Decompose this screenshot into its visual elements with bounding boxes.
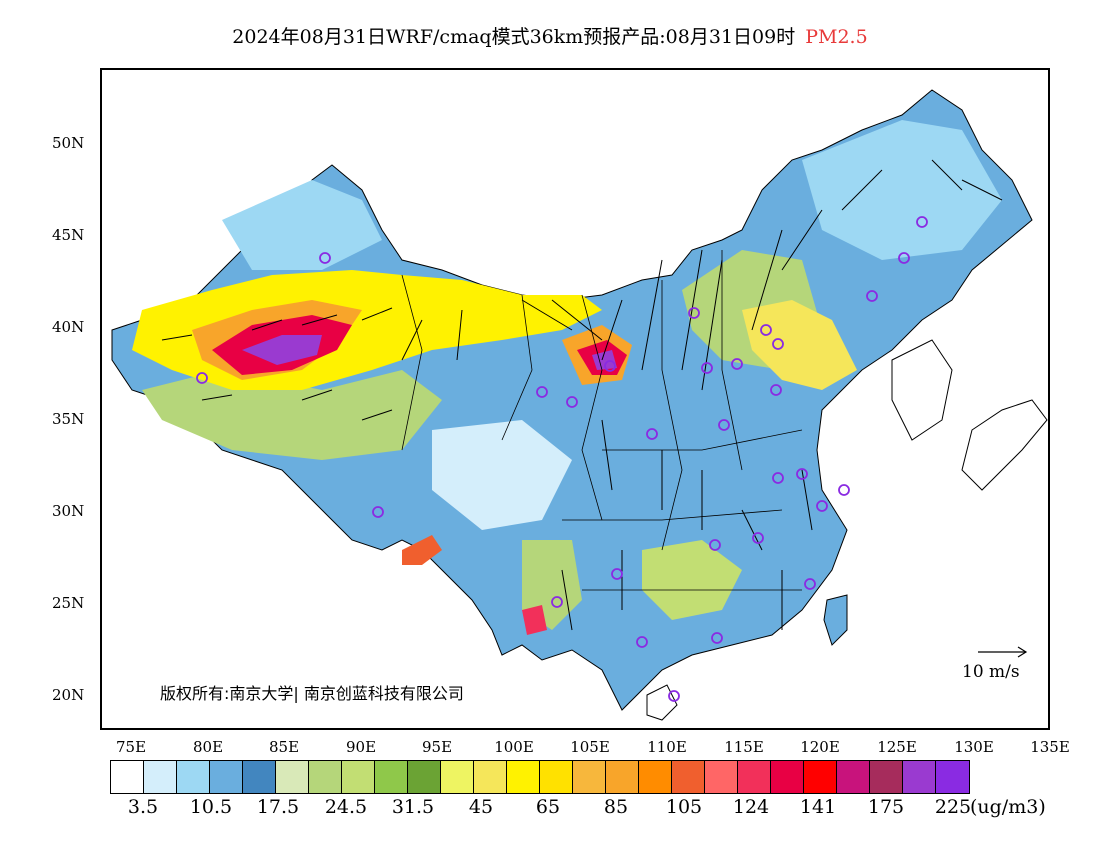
lat-label: 35N bbox=[52, 410, 85, 428]
legend-swatch bbox=[111, 761, 144, 793]
wind-reference-label: 10 m/s bbox=[962, 662, 1020, 682]
lon-label: 80E bbox=[192, 738, 224, 756]
lat-label: 20N bbox=[52, 686, 85, 704]
legend-label: 225 bbox=[934, 796, 972, 818]
legend-swatch bbox=[936, 761, 969, 793]
legend-swatch bbox=[837, 761, 870, 793]
legend-swatch bbox=[177, 761, 210, 793]
lon-label: 95E bbox=[421, 738, 453, 756]
legend-label: 3.5 bbox=[127, 796, 159, 818]
legend-swatch bbox=[573, 761, 606, 793]
legend-label: 175 bbox=[867, 796, 905, 818]
lat-label: 25N bbox=[52, 594, 85, 612]
arrow-right-icon bbox=[978, 646, 1028, 658]
legend-label: 10.5 bbox=[189, 796, 233, 818]
legend-swatch bbox=[705, 761, 738, 793]
legend-swatch bbox=[639, 761, 672, 793]
legend-swatch bbox=[606, 761, 639, 793]
lon-label: 125E bbox=[877, 738, 917, 756]
legend-swatch bbox=[804, 761, 837, 793]
legend-swatch bbox=[507, 761, 540, 793]
legend-label: 65 bbox=[535, 796, 561, 818]
lon-label: 120E bbox=[800, 738, 840, 756]
legend-swatch bbox=[540, 761, 573, 793]
legend-swatch bbox=[342, 761, 375, 793]
legend-unit: (ug/m3) bbox=[970, 796, 1046, 818]
map-title: 2024年08月31日WRF/cmaq模式36km预报产品:08月31日09时 P… bbox=[0, 22, 1100, 49]
lat-label: 40N bbox=[52, 318, 85, 336]
pm25-map bbox=[111, 89, 1048, 721]
lon-label: 110E bbox=[647, 738, 687, 756]
legend-label: 141 bbox=[799, 796, 837, 818]
lon-label: 85E bbox=[268, 738, 300, 756]
legend-swatch bbox=[672, 761, 705, 793]
lat-label: 45N bbox=[52, 226, 85, 244]
copyright-text: 版权所有:南京大学| 南京创蓝科技有限公司 bbox=[160, 684, 464, 703]
tarim-hotspot bbox=[242, 335, 322, 365]
legend-label: 105 bbox=[665, 796, 703, 818]
pollutant-label: PM2.5 bbox=[805, 26, 868, 48]
legend-label: 31.5 bbox=[391, 796, 435, 818]
wind-field bbox=[161, 159, 1003, 631]
legend-label: 124 bbox=[732, 796, 770, 818]
lon-label: 75E bbox=[115, 738, 147, 756]
city-markers bbox=[196, 216, 928, 702]
lat-label: 30N bbox=[52, 502, 85, 520]
legend-swatch bbox=[144, 761, 177, 793]
lon-label: 105E bbox=[570, 738, 610, 756]
legend-swatch bbox=[243, 761, 276, 793]
lon-label: 90E bbox=[345, 738, 377, 756]
legend-swatch bbox=[375, 761, 408, 793]
lon-label: 100E bbox=[494, 738, 534, 756]
legend-swatch bbox=[738, 761, 771, 793]
legend-swatch bbox=[441, 761, 474, 793]
legend-label: 17.5 bbox=[256, 796, 300, 818]
legend-label: 45 bbox=[468, 796, 494, 818]
legend-swatch bbox=[903, 761, 936, 793]
title-main: 2024年08月31日WRF/cmaq模式36km预报产品:08月31日09时 bbox=[232, 26, 796, 48]
legend-swatch bbox=[771, 761, 804, 793]
color-legend bbox=[110, 760, 970, 794]
legend-label: 85 bbox=[603, 796, 629, 818]
legend-swatch bbox=[870, 761, 903, 793]
map-panel bbox=[100, 68, 1050, 730]
lat-label: 50N bbox=[52, 134, 85, 152]
lon-label: 130E bbox=[954, 738, 994, 756]
legend-swatch bbox=[309, 761, 342, 793]
legend-swatch bbox=[276, 761, 309, 793]
legend-swatch bbox=[210, 761, 243, 793]
lon-label: 135E bbox=[1030, 738, 1070, 756]
legend-swatch bbox=[474, 761, 507, 793]
legend-label: 24.5 bbox=[324, 796, 368, 818]
legend-swatch bbox=[408, 761, 441, 793]
lon-label: 115E bbox=[724, 738, 764, 756]
